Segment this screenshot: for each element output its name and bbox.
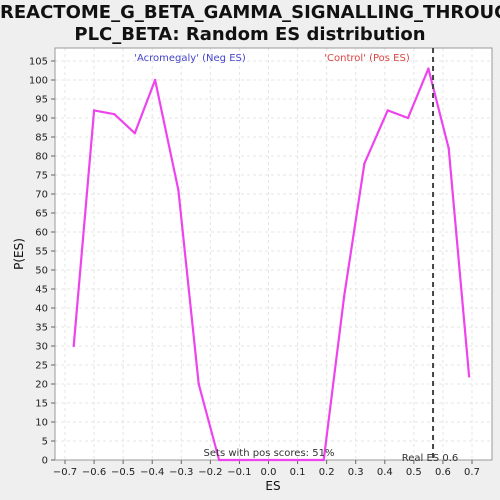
- data-point: [342, 295, 346, 298]
- x-tick-label: 0.6: [435, 467, 451, 478]
- x-tick-label: 0.4: [377, 467, 393, 478]
- x-tick-label: 0.1: [290, 467, 306, 478]
- y-tick-label: 50: [35, 266, 48, 277]
- y-tick-label: 80: [35, 152, 48, 163]
- x-tick-label: 0.5: [406, 467, 422, 478]
- pos-scores-label: Sets with pos scores: 51%: [204, 448, 335, 459]
- y-tick-label: 100: [29, 76, 48, 87]
- x-tick-label: 0.7: [464, 467, 480, 478]
- y-tick-label: 45: [35, 285, 48, 296]
- y-tick-label: 60: [35, 228, 48, 239]
- real-es-label: Real ES 0.6: [402, 453, 458, 464]
- y-tick-label: 105: [29, 57, 48, 68]
- neg-es-label: 'Acromegaly' (Neg ES): [134, 53, 246, 64]
- y-tick-label: 90: [35, 114, 48, 125]
- x-tick-label: −0.3: [169, 467, 193, 478]
- y-axis-ticks: 0 5 10 15 20 25 30 35 40 45 50 55 60 65 70 75 80 85 90 95 10…: [29, 57, 55, 467]
- y-tick-label: 75: [35, 171, 48, 182]
- pos-es-label: 'Control' (Pos ES): [324, 53, 410, 64]
- y-tick-label: 35: [35, 323, 48, 334]
- x-tick-label: −0.4: [140, 467, 164, 478]
- data-point: [406, 116, 410, 120]
- y-tick-label: 95: [35, 95, 48, 106]
- y-tick-label: 5: [42, 437, 48, 448]
- data-point: [113, 113, 116, 116]
- x-tick-label: −0.6: [82, 467, 106, 478]
- es-distribution-line: [72, 67, 471, 462]
- y-axis-label: P(ES): [12, 238, 26, 270]
- data-point: [217, 458, 221, 462]
- data-point: [363, 162, 366, 165]
- x-tick-label: 0.2: [319, 467, 335, 478]
- data-point: [133, 132, 136, 135]
- x-tick-label: 0.0: [261, 467, 277, 478]
- data-point: [427, 67, 430, 70]
- y-tick-label: 30: [35, 342, 48, 353]
- data-point: [447, 147, 450, 150]
- x-axis-label: ES: [265, 479, 280, 493]
- y-tick-label: 65: [35, 209, 48, 220]
- data-point: [177, 189, 180, 192]
- x-tick-label: −0.5: [111, 467, 135, 478]
- data-point: [72, 344, 75, 348]
- x-tick-label: −0.7: [53, 467, 77, 478]
- chart-title-line-2: PLC_BETA: Random ES distribution: [74, 24, 426, 45]
- chart-title: REACTOME_G_BETA_GAMMA_SIGNALLING_THROUGH…: [0, 2, 500, 46]
- y-tick-label: 0: [42, 456, 48, 467]
- y-tick-label: 25: [35, 361, 48, 372]
- y-tick-label: 20: [35, 380, 48, 391]
- data-point: [197, 382, 200, 386]
- y-tick-label: 10: [35, 418, 48, 429]
- y-tick-label: 70: [35, 190, 48, 201]
- data-point: [386, 109, 389, 112]
- y-tick-label: 85: [35, 133, 48, 144]
- y-tick-label: 55: [35, 247, 48, 258]
- series-layer: [72, 67, 471, 462]
- x-tick-label: −0.1: [227, 467, 251, 478]
- x-tick-label: 0.3: [348, 467, 364, 478]
- data-point: [322, 458, 325, 462]
- chart-title-line-1: REACTOME_G_BETA_GAMMA_SIGNALLING_THROUGH…: [0, 2, 500, 23]
- y-tick-label: 15: [35, 399, 48, 410]
- plot-background: [55, 48, 492, 460]
- grid: [55, 48, 492, 461]
- y-tick-label: 40: [35, 304, 48, 315]
- data-point: [92, 109, 96, 112]
- x-axis-ticks: −0.7 −0.6 −0.5 −0.4 −0.3 −0.2 −0.1 0.0 0.1 0.2 0.3…: [53, 460, 480, 478]
- data-point: [153, 78, 157, 82]
- x-tick-label: −0.2: [198, 467, 222, 478]
- data-point: [467, 375, 471, 378]
